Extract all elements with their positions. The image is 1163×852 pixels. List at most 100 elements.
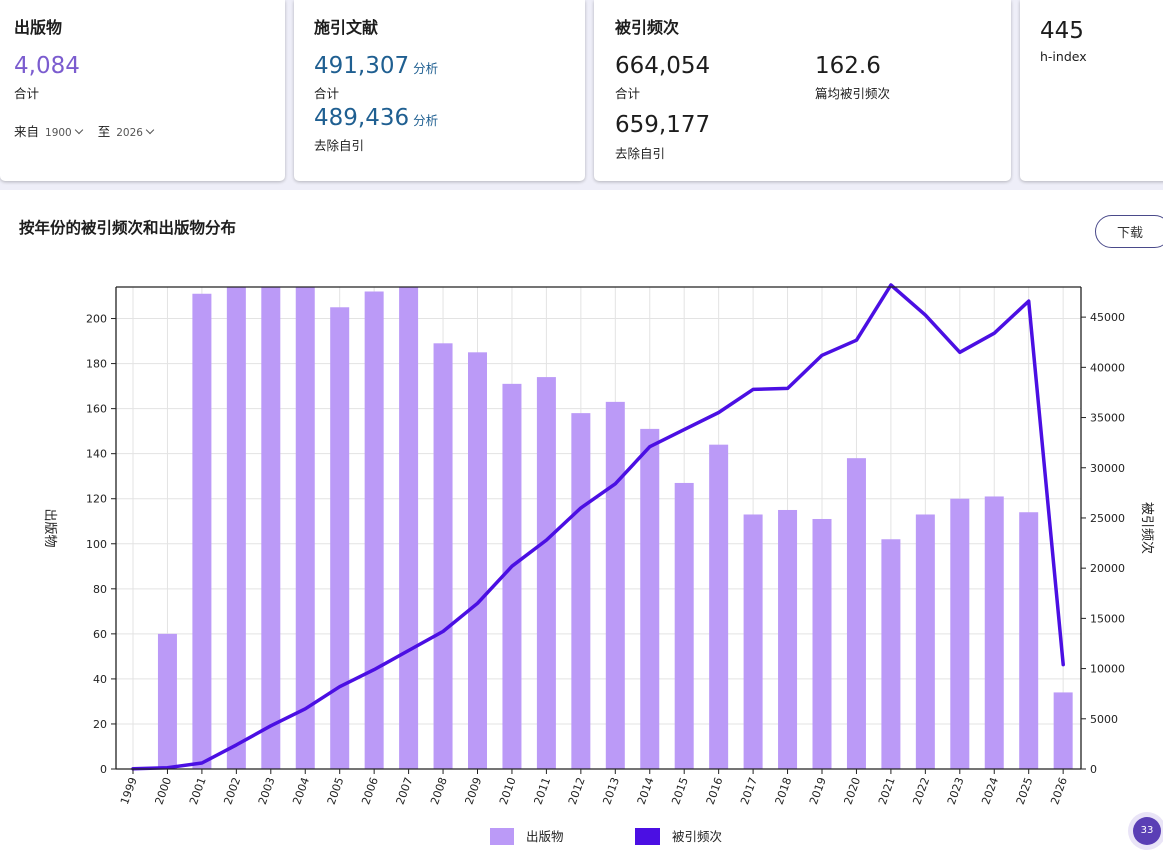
legend-swatch-publications <box>490 828 514 845</box>
x-tick-label-2021: 2021 <box>876 776 898 807</box>
x-tick-label-2007: 2007 <box>394 776 416 807</box>
publications-card: 出版物 4,084 合计 来自 1900 至 2026 <box>0 0 285 181</box>
x-tick-label-2011: 2011 <box>531 776 553 807</box>
x-tick-label-2014: 2014 <box>635 776 657 807</box>
bar-2002 <box>226 287 246 769</box>
to-year-value: 2026 <box>116 127 143 139</box>
x-tick-label-2022: 2022 <box>910 776 932 807</box>
x-tick-label-2004: 2004 <box>290 776 312 807</box>
bar-2016 <box>709 444 729 769</box>
x-tick-label-2019: 2019 <box>807 776 829 807</box>
legend-swatch-citations <box>635 828 660 845</box>
y-left-tick-label: 20 <box>93 718 107 731</box>
x-tick-label-1999: 1999 <box>118 776 140 807</box>
x-tick-label-2012: 2012 <box>566 776 588 807</box>
y-right-tick-label: 35000 <box>1090 412 1125 425</box>
avg-citations: 162.6 <box>815 53 881 79</box>
download-button[interactable]: 下载 <box>1095 215 1163 248</box>
x-tick-label-2024: 2024 <box>979 776 1001 807</box>
times-cited-excl: 659,177 <box>615 112 711 138</box>
y-right-tick-label: 30000 <box>1090 462 1125 475</box>
y-right-tick-label: 25000 <box>1090 512 1125 525</box>
y-right-axis-title: 被引频次 <box>1139 502 1155 554</box>
y-left-tick-label: 60 <box>93 628 107 641</box>
bar-2012 <box>571 413 591 769</box>
publications-title: 出版物 <box>14 18 63 37</box>
bar-2000 <box>157 633 177 769</box>
y-left-tick-label: 100 <box>86 538 107 551</box>
x-tick-label-2000: 2000 <box>152 776 174 807</box>
y-right-tick-label: 10000 <box>1090 663 1125 676</box>
times-cited-card: 被引频次 664,054 合计 162.6 篇均被引频次 659,177 去除自… <box>594 0 1011 181</box>
bar-2010 <box>502 383 522 769</box>
chevron-down-icon <box>74 125 83 135</box>
citing-excl-analyze-link[interactable]: 分析 <box>413 113 439 128</box>
y-left-tick-label: 180 <box>86 358 107 371</box>
citing-excl[interactable]: 489,436 <box>314 105 410 131</box>
hindex-label: h-index <box>1040 49 1087 64</box>
bar-2004 <box>295 287 315 769</box>
citing-card: 施引文献 491,307 分析 合计 489,436 分析 去除自引 <box>294 0 585 181</box>
citations-line <box>131 283 1065 771</box>
x-tick-label-2016: 2016 <box>704 776 726 807</box>
x-tick-label-2018: 2018 <box>773 776 795 807</box>
x-tick-label-2005: 2005 <box>325 776 347 807</box>
x-tick-label-2006: 2006 <box>359 776 381 807</box>
x-tick-label-2008: 2008 <box>428 776 450 807</box>
bar-2007 <box>399 287 419 769</box>
bar-2017 <box>743 514 763 769</box>
bar-2014 <box>640 428 660 769</box>
legend-label-publications: 出版物 <box>526 829 564 844</box>
x-tick-label-2002: 2002 <box>221 776 243 807</box>
x-tick-label-2003: 2003 <box>256 776 278 807</box>
y-left-tick-label: 80 <box>93 583 107 596</box>
y-right-tick-label: 0 <box>1090 763 1097 776</box>
y-right-tick-label: 15000 <box>1090 612 1125 625</box>
bar-2025 <box>1019 512 1039 769</box>
y-left-axis-title: 出版物 <box>42 508 57 547</box>
bar-2009 <box>468 352 487 769</box>
bar-2020 <box>846 458 866 769</box>
hindex-card: 445 h-index <box>1020 0 1163 181</box>
chart-section-title: 按年份的被引频次和出版物分布 <box>19 219 237 237</box>
avg-citations-label: 篇均被引频次 <box>815 86 891 101</box>
x-tick-label-2015: 2015 <box>669 776 691 807</box>
bar-2006 <box>364 291 384 769</box>
x-tick-label-2013: 2013 <box>600 776 622 807</box>
y-right-tick-label: 40000 <box>1090 361 1125 374</box>
y-left-tick-label: 140 <box>86 448 107 461</box>
bar-2015 <box>674 482 694 769</box>
bar-2024 <box>984 496 1004 769</box>
y-right-tick-label: 45000 <box>1090 311 1125 324</box>
x-tick-label-2010: 2010 <box>497 776 519 807</box>
citing-excl-row: 489,436 分析 <box>314 105 438 131</box>
publications-total[interactable]: 4,084 <box>14 53 80 79</box>
y-right-tick-label: 20000 <box>1090 562 1125 575</box>
bar-2013 <box>605 401 625 769</box>
hindex-value: 445 <box>1040 18 1084 44</box>
bar-2021 <box>881 539 901 769</box>
citing-total-label: 合计 <box>314 86 340 101</box>
citing-total[interactable]: 491,307 <box>314 53 410 79</box>
bar-2018 <box>778 509 798 769</box>
citing-analyze-link[interactable]: 分析 <box>413 61 439 76</box>
x-tick-label-2023: 2023 <box>945 776 967 807</box>
y-left-tick-label: 40 <box>93 673 107 686</box>
y-left-tick-label: 0 <box>100 763 107 776</box>
y-right-tick-label: 5000 <box>1090 713 1118 726</box>
citing-total-row: 491,307 分析 <box>314 53 438 79</box>
bar-2026 <box>1053 692 1073 769</box>
x-tick-label-2020: 2020 <box>841 776 863 807</box>
times-cited-title: 被引频次 <box>615 18 680 37</box>
bar-2022 <box>915 514 935 769</box>
bar-2011 <box>536 377 556 769</box>
citing-title: 施引文献 <box>314 18 379 37</box>
to-label: 至 <box>97 124 111 139</box>
y-left-tick-label: 120 <box>86 493 107 506</box>
notification-badge[interactable]: 33 <box>1133 817 1161 845</box>
to-year-select[interactable]: 2026 <box>116 125 155 139</box>
times-cited-total: 664,054 <box>615 53 711 79</box>
from-year-select[interactable]: 1900 <box>45 125 83 139</box>
citations-publications-chart: 0204060801001201401601802000500010000150… <box>42 283 1155 845</box>
y-left-tick-label: 200 <box>86 313 107 326</box>
